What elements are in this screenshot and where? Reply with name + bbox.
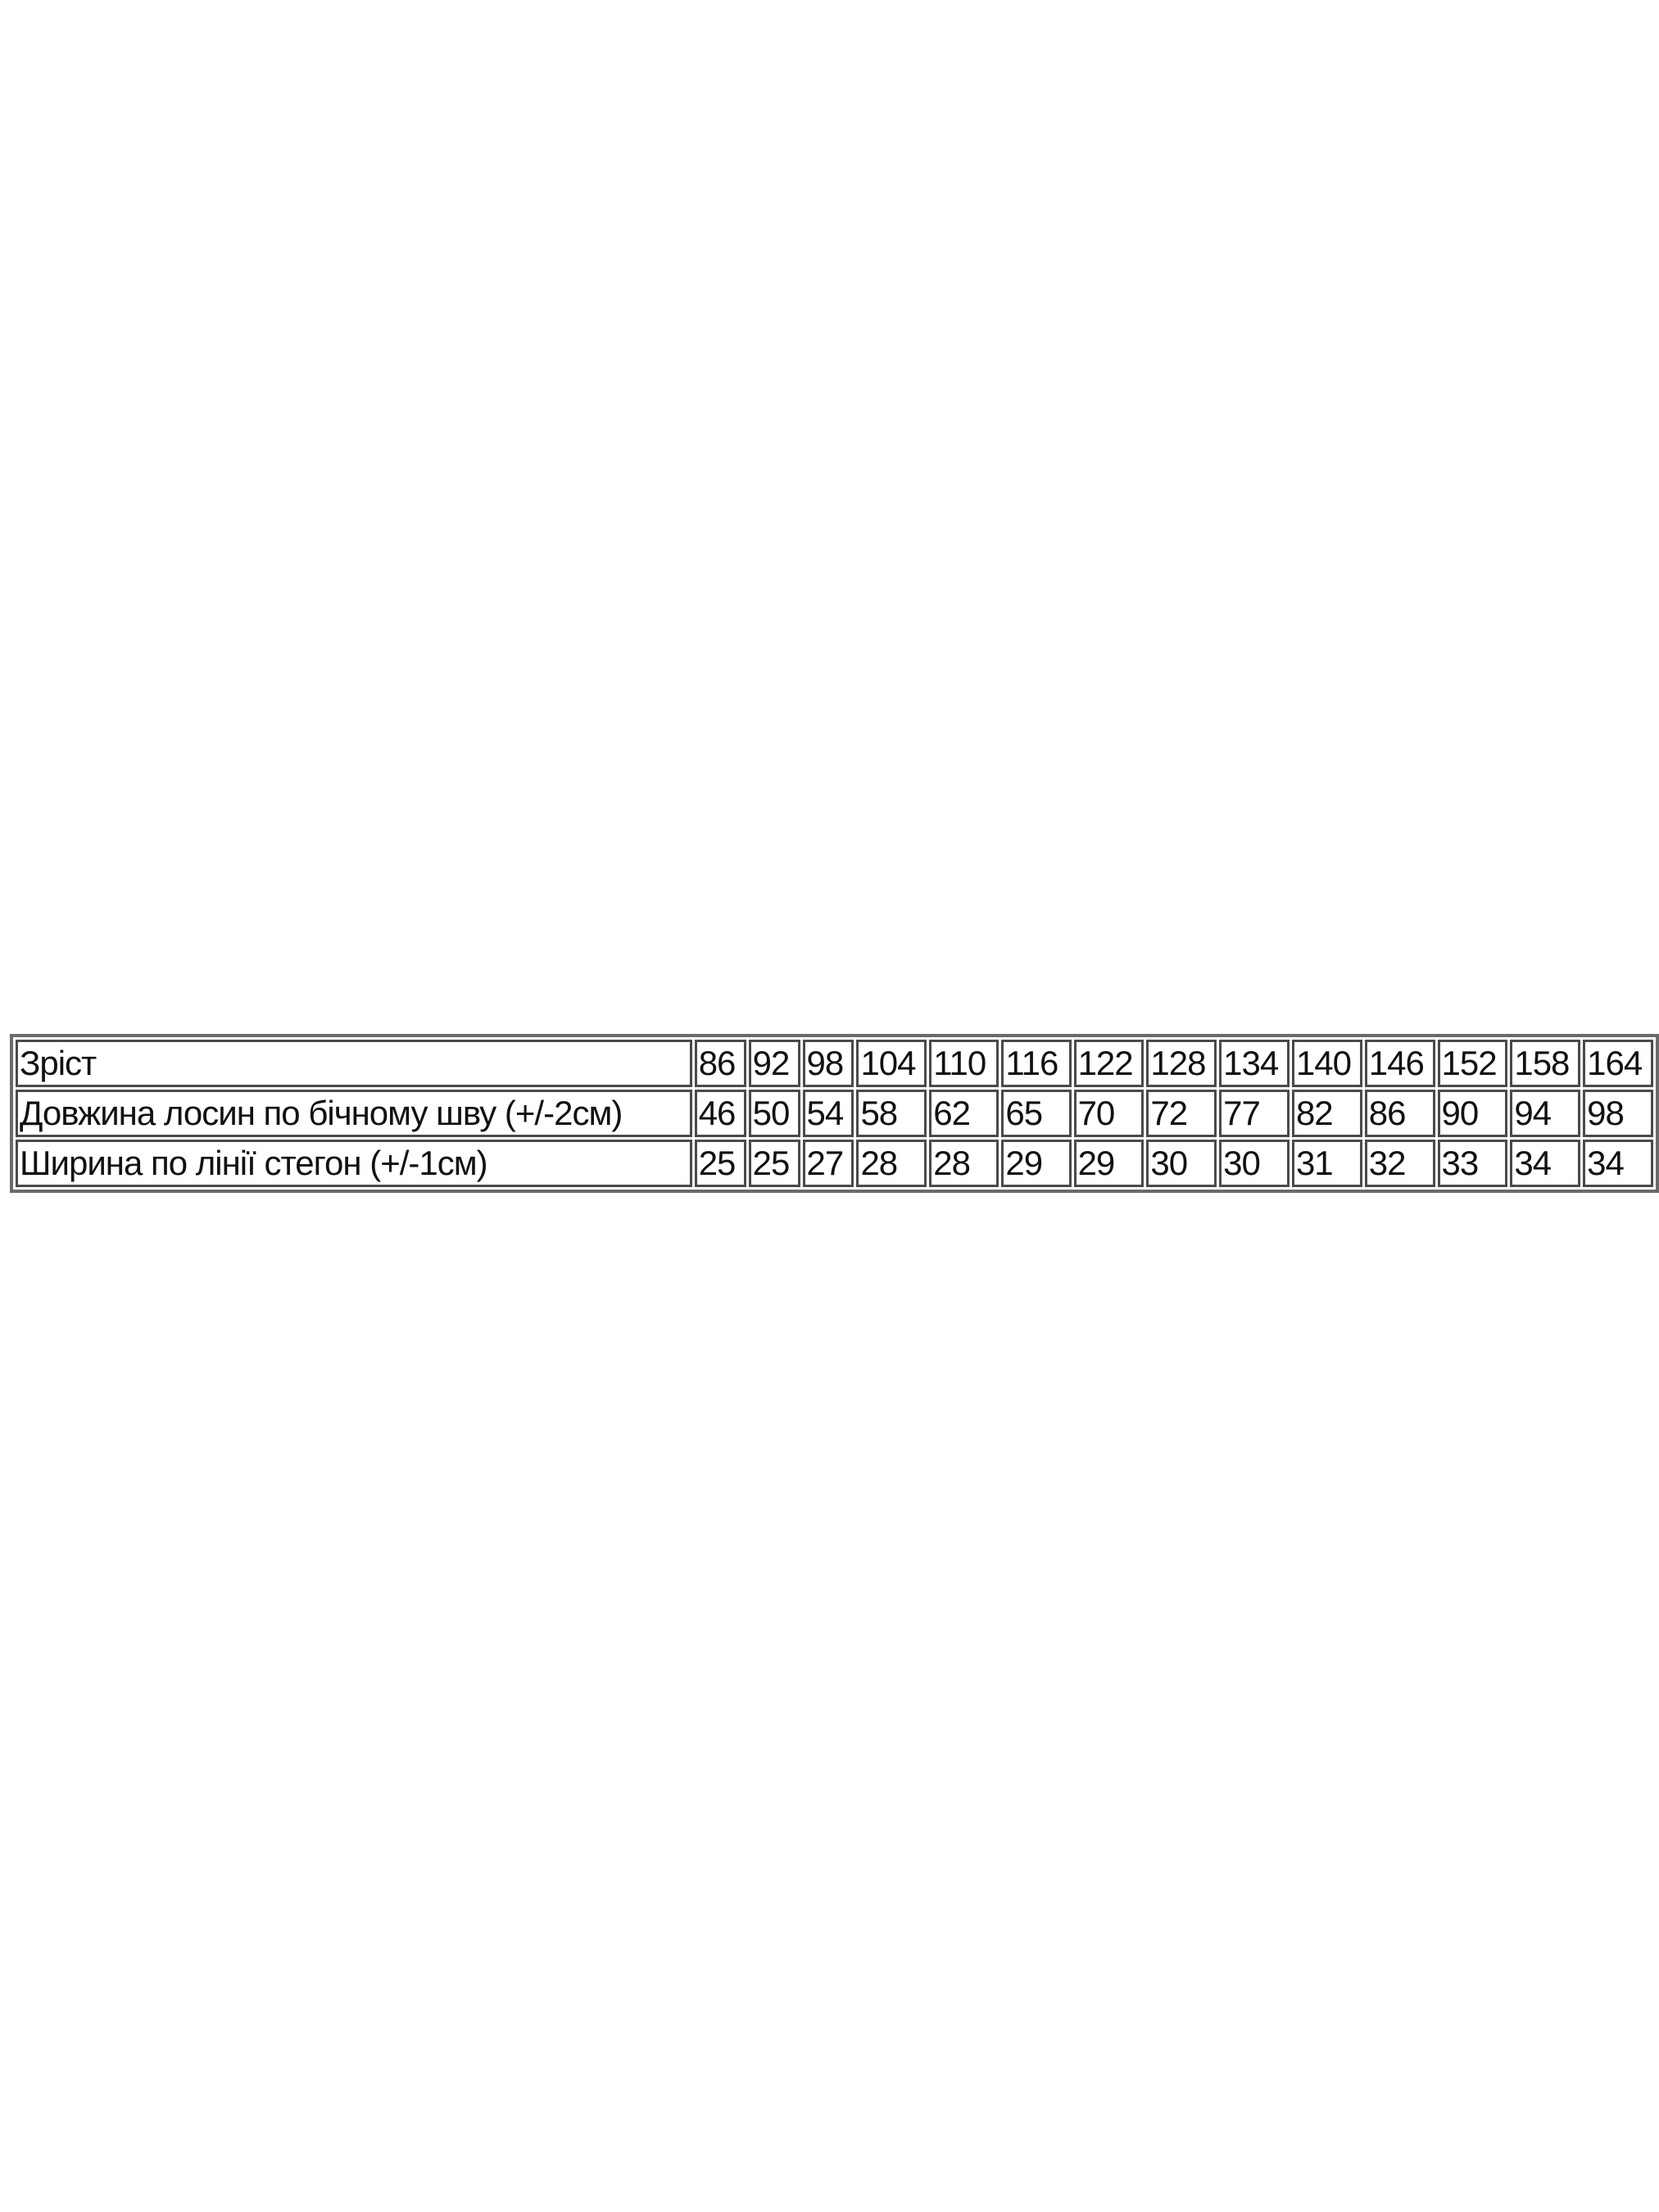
table-cell: 94 <box>1510 1090 1581 1137</box>
table-cell: 34 <box>1510 1140 1581 1187</box>
table-row: Ширина по лінії стегон (+/-1см) 25 25 27 28 2… <box>16 1140 1653 1187</box>
table-cell: 134 <box>1219 1040 1290 1087</box>
table-cell: 29 <box>1001 1140 1072 1187</box>
table-cell: 29 <box>1073 1140 1145 1187</box>
row-label: Зріст <box>16 1040 692 1087</box>
table-row: Довжина лосин по бічному шву (+/-2см) 46 5… <box>16 1090 1653 1137</box>
table-cell: 58 <box>856 1090 927 1137</box>
row-label: Довжина лосин по бічному шву (+/-2см) <box>16 1090 692 1137</box>
table-cell: 122 <box>1073 1040 1145 1087</box>
table-cell: 65 <box>1001 1090 1072 1137</box>
table-cell: 54 <box>802 1090 854 1137</box>
table-cell: 110 <box>929 1040 999 1087</box>
table-cell: 25 <box>694 1140 746 1187</box>
table-cell: 92 <box>748 1040 800 1087</box>
table-cell: 30 <box>1219 1140 1290 1187</box>
table-cell: 98 <box>802 1040 854 1087</box>
table-cell: 82 <box>1291 1090 1362 1137</box>
table-cell: 104 <box>856 1040 927 1087</box>
table-cell: 32 <box>1364 1140 1435 1187</box>
table-cell: 152 <box>1437 1040 1508 1087</box>
table-cell: 27 <box>802 1140 854 1187</box>
table-cell: 28 <box>856 1140 927 1187</box>
table-cell: 33 <box>1437 1140 1508 1187</box>
table-cell: 128 <box>1146 1040 1217 1087</box>
table-cell: 86 <box>1364 1090 1435 1137</box>
table-cell: 140 <box>1291 1040 1362 1087</box>
table-cell: 86 <box>694 1040 746 1087</box>
table-cell: 62 <box>929 1090 999 1137</box>
table-cell: 30 <box>1146 1140 1217 1187</box>
table-cell: 31 <box>1291 1140 1362 1187</box>
table-cell: 46 <box>694 1090 746 1137</box>
size-chart-table: Зріст 86 92 98 104 110 116 122 128 134 140 146 152 15… <box>10 1034 1659 1193</box>
table-cell: 158 <box>1510 1040 1581 1087</box>
table-cell: 116 <box>1001 1040 1072 1087</box>
table-cell: 90 <box>1437 1090 1508 1137</box>
table-cell: 72 <box>1146 1090 1217 1137</box>
table-cell: 98 <box>1583 1090 1653 1137</box>
table-cell: 70 <box>1073 1090 1145 1137</box>
table-cell: 164 <box>1583 1040 1653 1087</box>
table-cell: 25 <box>748 1140 800 1187</box>
table-cell: 28 <box>929 1140 999 1187</box>
table-cell: 50 <box>748 1090 800 1137</box>
table-cell: 77 <box>1219 1090 1290 1137</box>
table-cell: 34 <box>1583 1140 1653 1187</box>
table-row: Зріст 86 92 98 104 110 116 122 128 134 140 146 152 15… <box>16 1040 1653 1087</box>
table-cell: 146 <box>1364 1040 1435 1087</box>
row-label: Ширина по лінії стегон (+/-1см) <box>16 1140 692 1187</box>
